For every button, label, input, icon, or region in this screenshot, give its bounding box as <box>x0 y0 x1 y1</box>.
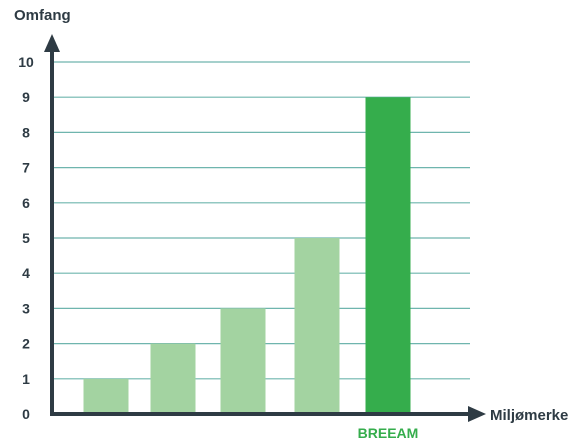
x-axis-arrow-icon <box>468 406 486 422</box>
y-tick-label: 1 <box>22 371 30 387</box>
bar <box>220 308 266 414</box>
axes <box>44 34 486 422</box>
y-axis-arrow-icon <box>44 34 60 52</box>
bar <box>365 97 411 414</box>
y-tick-label: 0 <box>22 406 30 422</box>
bars <box>83 97 411 414</box>
y-tick-label: 10 <box>18 54 34 70</box>
bar <box>83 378 129 414</box>
y-tick-label: 5 <box>22 230 30 246</box>
bar <box>294 238 340 414</box>
y-tick-label: 2 <box>22 336 30 352</box>
y-axis-label: Omfang <box>14 7 71 24</box>
x-axis-label: Miljømerke <box>490 407 568 424</box>
bar <box>150 343 196 414</box>
grid-lines <box>52 61 470 380</box>
y-tick-label: 9 <box>22 89 30 105</box>
x-tick-labels: BREEAM <box>358 425 419 441</box>
y-tick-label: 4 <box>22 265 30 281</box>
y-tick-label: 8 <box>22 124 30 140</box>
x-tick-label: BREEAM <box>358 425 419 439</box>
y-tick-labels: 0 1 2 3 4 5 6 7 8 9 10 <box>18 54 34 422</box>
y-tick-label: 3 <box>22 300 30 316</box>
y-tick-label: 6 <box>22 195 30 211</box>
y-tick-label: 7 <box>22 160 30 176</box>
